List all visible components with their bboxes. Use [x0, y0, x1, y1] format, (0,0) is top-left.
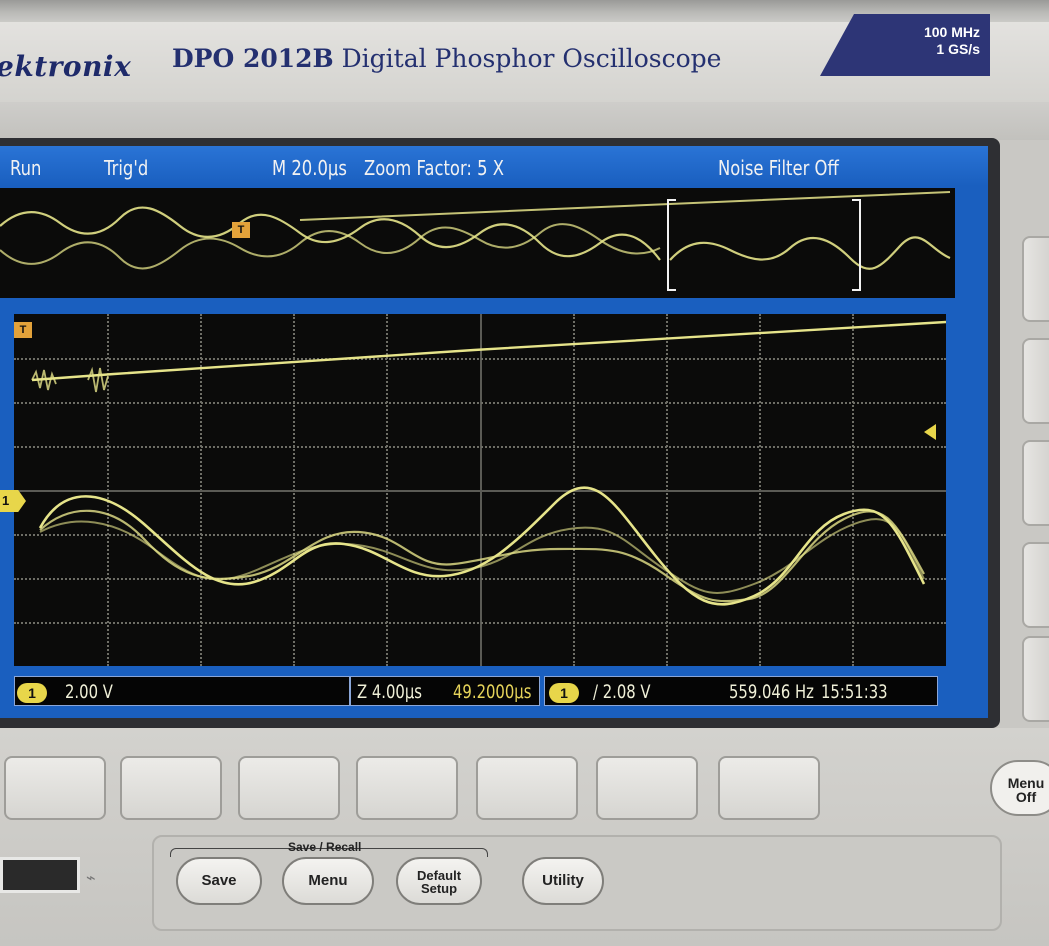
- side-menu-button-2[interactable]: [1022, 338, 1049, 424]
- save-recall-bracket: [170, 848, 488, 857]
- channel-1-readout: 1 2.00 V: [14, 676, 350, 706]
- channel-1-scale: 2.00 V: [65, 681, 113, 703]
- grid-h: [14, 534, 946, 536]
- bottom-menu-button-2[interactable]: [120, 756, 222, 820]
- overview-trace-1: [0, 206, 661, 261]
- noise-burst: [31, 366, 109, 393]
- bottom-menu-button-6[interactable]: [596, 756, 698, 820]
- model-number: DPO 2012B: [172, 44, 334, 73]
- grid-h: [14, 446, 946, 448]
- trigger-time-marker: T: [14, 322, 32, 338]
- grid-h: [14, 358, 946, 360]
- channel-1-badge: 1: [17, 683, 47, 703]
- trigger-level-arrow: [924, 424, 936, 440]
- grid-h-center: [14, 490, 946, 492]
- trigger-source-badge: 1: [549, 683, 579, 703]
- main-trace-svg: [31, 320, 946, 606]
- default-setup-label-2: Setup: [420, 881, 458, 896]
- default-setup-label-1: Default: [416, 868, 462, 883]
- default-setup-button[interactable]: Default Setup: [396, 857, 482, 905]
- grid-h: [14, 402, 946, 404]
- bottom-menu-button-7[interactable]: [718, 756, 820, 820]
- utility-button[interactable]: Utility: [522, 857, 604, 905]
- waveform-b: [39, 509, 925, 603]
- trigger-readout: 1 / 2.08 V 559.046 Hz 15:51:33: [544, 676, 938, 706]
- side-menu-button-5[interactable]: [1022, 636, 1049, 722]
- usb-icon: ⌁: [86, 870, 96, 887]
- menu-off-button[interactable]: Menu Off: [990, 760, 1049, 816]
- menu-button[interactable]: Menu: [282, 857, 374, 905]
- ramp-trace: [31, 320, 946, 382]
- bottom-menu-button-4[interactable]: [356, 756, 458, 820]
- frequency-readout: 559.046 Hz: [729, 681, 814, 703]
- status-bar: 1 2.00 V Z 4.00μs 49.2000μs 1 / 2.08 V 5…: [0, 674, 988, 706]
- zoom-scale: Z 4.00μs: [357, 681, 423, 703]
- horizontal-position: 49.2000μs: [453, 681, 532, 703]
- menu-off-label-1: Menu: [1007, 775, 1045, 791]
- oscilloscope-screen: Run Trig'd M 20.0μs Zoom Factor: 5 X Noi…: [0, 146, 988, 718]
- bandwidth-label: 100 MHz: [923, 24, 980, 40]
- overview-trace-zoom: [669, 236, 951, 270]
- bottom-menu-button-3[interactable]: [238, 756, 340, 820]
- waveform-a: [38, 486, 926, 606]
- zoom-bracket: [667, 199, 861, 291]
- model-description: Digital Phosphor Oscilloscope: [341, 44, 722, 73]
- noise-filter-status: Noise Filter Off: [718, 156, 839, 180]
- sample-rate-label: 1 GS/s: [936, 41, 980, 57]
- waveform-c: [39, 518, 925, 594]
- menu-off-label-2: Off: [1015, 789, 1037, 805]
- trigger-position-marker: T: [232, 222, 250, 238]
- zoom-factor: Zoom Factor: 5 X: [364, 156, 505, 180]
- overview-ramp: [299, 191, 951, 221]
- grid-h: [14, 622, 946, 624]
- overview-trace-2: [0, 223, 661, 270]
- overview-window: T: [0, 188, 955, 298]
- trigger-state: Trig'd: [104, 156, 149, 180]
- side-menu-button-3[interactable]: [1022, 440, 1049, 526]
- channel-1-ground-marker: 1: [0, 490, 26, 512]
- trigger-level: / 2.08 V: [593, 681, 651, 703]
- usb-port[interactable]: [0, 857, 80, 893]
- bottom-menu-button-1[interactable]: [4, 756, 106, 820]
- save-button[interactable]: Save: [176, 857, 262, 905]
- brand-logo: ektronix: [0, 50, 132, 83]
- run-state: Run: [10, 156, 42, 180]
- zoom-readout: Z 4.00μs 49.2000μs: [350, 676, 540, 706]
- timebase-readout: M 20.0μs: [272, 156, 347, 180]
- main-waveform-window: [14, 314, 946, 666]
- bottom-menu-button-5[interactable]: [476, 756, 578, 820]
- side-menu-button-1[interactable]: [1022, 236, 1049, 322]
- model-label: DPO 2012B Digital Phosphor Oscilloscope: [172, 44, 721, 73]
- clock-readout: 15:51:33: [821, 681, 888, 703]
- screen-header: Run Trig'd M 20.0μs Zoom Factor: 5 X Noi…: [0, 146, 988, 186]
- side-menu-button-4[interactable]: [1022, 542, 1049, 628]
- overview-trace-svg: [0, 191, 951, 291]
- grid-h: [14, 578, 946, 580]
- save-recall-label: Save / Recall: [288, 840, 362, 854]
